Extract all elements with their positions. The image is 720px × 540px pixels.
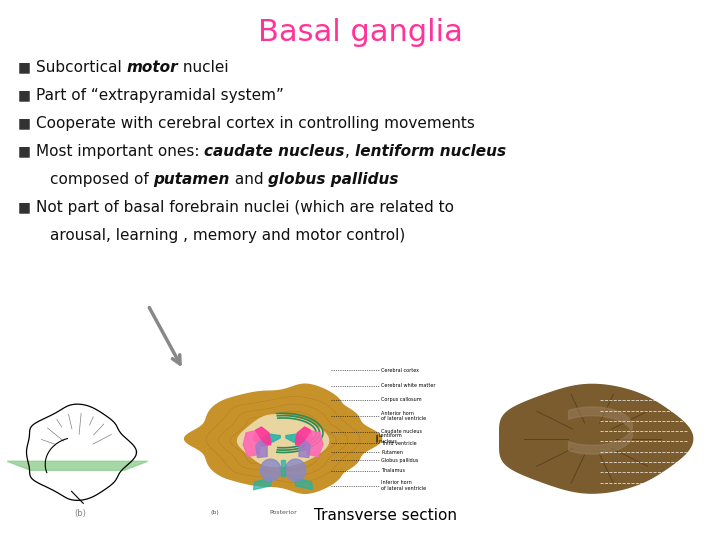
Text: Part of “extrapyramidal system”: Part of “extrapyramidal system” [36, 88, 284, 103]
Text: putamen: putamen [153, 172, 230, 187]
Text: ■: ■ [18, 144, 31, 158]
Polygon shape [261, 459, 281, 481]
Polygon shape [296, 427, 312, 447]
Text: Anterior horn
of lateral ventricle: Anterior horn of lateral ventricle [381, 410, 426, 421]
Polygon shape [7, 461, 148, 470]
Text: Lentiform
nucleus: Lentiform nucleus [378, 433, 402, 444]
Text: caudate nucleus: caudate nucleus [204, 144, 345, 159]
Text: ■: ■ [18, 200, 31, 214]
Text: ■: ■ [18, 116, 31, 130]
Polygon shape [281, 460, 285, 476]
Text: ■: ■ [18, 88, 31, 102]
Text: Most important ones:: Most important ones: [36, 144, 204, 159]
Text: Subcortical: Subcortical [36, 60, 127, 75]
Polygon shape [256, 441, 267, 457]
Polygon shape [285, 459, 306, 481]
Text: Cerebral cortex: Cerebral cortex [381, 368, 419, 373]
Text: lentiform nucleus: lentiform nucleus [355, 144, 505, 159]
Text: (b): (b) [74, 509, 86, 518]
Text: Inferior horn
of lateral ventricle: Inferior horn of lateral ventricle [381, 481, 426, 491]
Text: Not part of basal forebrain nuclei (which are related to: Not part of basal forebrain nuclei (whic… [36, 200, 454, 215]
Polygon shape [253, 427, 271, 447]
Text: Cooperate with cerebral cortex in controlling movements: Cooperate with cerebral cortex in contro… [36, 116, 475, 131]
Polygon shape [286, 434, 305, 444]
Text: Thalamus: Thalamus [381, 468, 405, 474]
Polygon shape [500, 384, 693, 493]
Text: arousal, learning , memory and motor control): arousal, learning , memory and motor con… [50, 228, 405, 243]
Text: Basal ganglia: Basal ganglia [258, 18, 462, 47]
Text: Third ventricle: Third ventricle [381, 441, 417, 446]
Text: and: and [230, 172, 269, 187]
Polygon shape [294, 478, 312, 490]
Text: Globus pallidus: Globus pallidus [381, 458, 418, 463]
Text: (b): (b) [210, 510, 219, 515]
Polygon shape [243, 431, 261, 456]
Polygon shape [238, 415, 328, 467]
Polygon shape [306, 431, 323, 456]
Text: globus pallidus: globus pallidus [269, 172, 399, 187]
Text: Caudate nucleus: Caudate nucleus [381, 429, 422, 434]
Text: ,: , [345, 144, 355, 159]
Text: Transverse section: Transverse section [314, 508, 456, 523]
Text: Posterior: Posterior [269, 510, 297, 515]
Text: motor: motor [127, 60, 179, 75]
Text: Putamen: Putamen [381, 450, 403, 455]
Polygon shape [184, 384, 382, 493]
Polygon shape [253, 478, 271, 490]
Text: Cerebral white matter: Cerebral white matter [381, 383, 436, 388]
Text: composed of: composed of [50, 172, 153, 187]
Polygon shape [261, 434, 280, 444]
Text: nuclei: nuclei [179, 60, 229, 75]
Polygon shape [569, 407, 632, 454]
Text: ■: ■ [18, 60, 31, 74]
Text: Corpus callosum: Corpus callosum [381, 397, 422, 402]
Polygon shape [299, 441, 310, 457]
